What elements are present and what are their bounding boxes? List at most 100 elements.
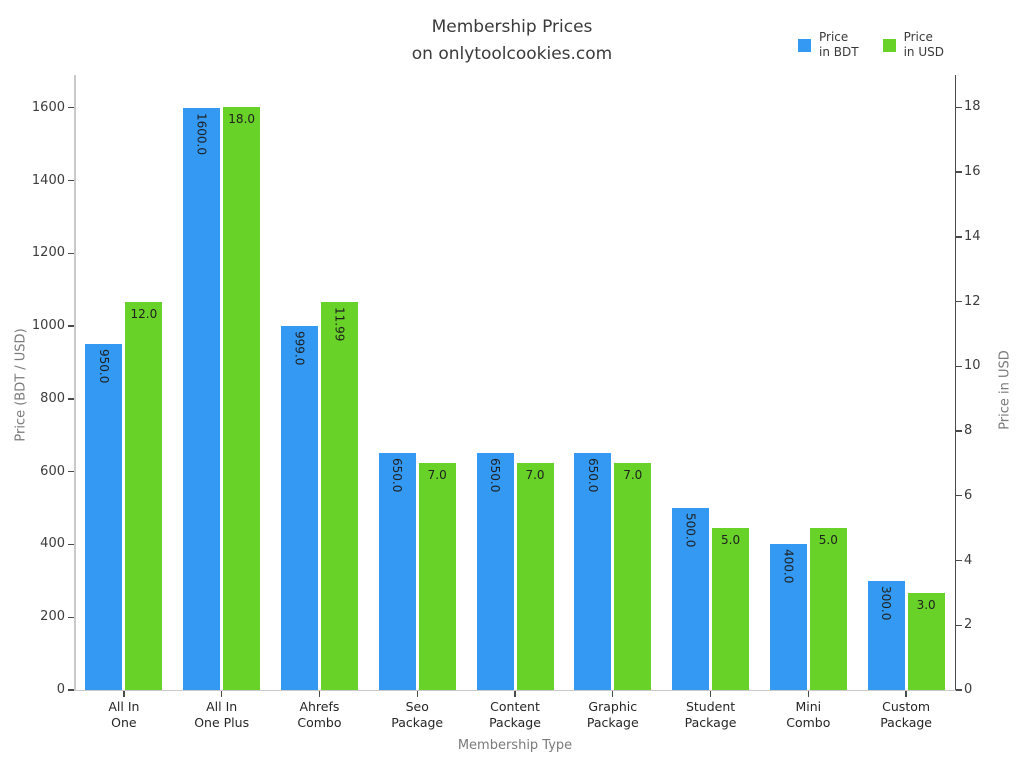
bar-usd-2: 11.99 xyxy=(320,301,358,690)
legend: Price in BDT Price in USD xyxy=(798,30,944,60)
y-tick-label-left: 200 xyxy=(40,609,65,625)
bar-bdt-3: 650.0 xyxy=(378,453,416,690)
y-axis-label-right: Price in USD xyxy=(997,350,1013,430)
y-tick-right xyxy=(956,559,962,562)
y-tick-right xyxy=(956,624,962,626)
x-tick xyxy=(612,691,614,697)
x-category-label: Student Package xyxy=(684,699,737,730)
bar-bdt-5: 650.0 xyxy=(574,453,612,690)
y-tick-label-right: 4 xyxy=(964,552,973,568)
y-tick-label-right: 12 xyxy=(964,293,981,309)
y-tick-right xyxy=(956,689,962,691)
bar-value-label: 950.0 xyxy=(96,349,111,384)
bar-bdt-6: 500.0 xyxy=(672,508,710,690)
y-tick-label-right: 14 xyxy=(964,228,981,244)
bar-value-label: 7.0 xyxy=(525,468,545,483)
bar-bdt-2: 999.0 xyxy=(280,326,318,690)
x-axis-label: Membership Type xyxy=(457,738,573,753)
y-tick-right xyxy=(956,236,962,238)
y-tick-label-right: 8 xyxy=(964,423,973,439)
y-tick-right xyxy=(956,300,962,303)
bar-usd-4: 7.0 xyxy=(516,463,554,690)
y-axis-label-left: Price (BDT / USD) xyxy=(13,328,29,442)
x-tick xyxy=(220,691,223,697)
legend-swatch-usd xyxy=(882,38,896,52)
y-axis-right-spine xyxy=(954,75,956,690)
y-tick-left xyxy=(68,325,74,327)
bar-bdt-7: 400.0 xyxy=(769,544,807,690)
bar-bdt-8: 300.0 xyxy=(867,580,905,690)
x-category-label: Custom Package xyxy=(880,699,933,730)
legend-entry-usd: Price in USD xyxy=(882,30,944,60)
bar-value-label: 7.0 xyxy=(427,468,447,483)
y-tick-left xyxy=(68,470,74,473)
plot-area: 0 200 400 600 800 1000 1200 1400 1600 0 2 4 6 8 10 12 14… xyxy=(32,75,981,730)
chart-title-line2: on onlytoolcookies.com xyxy=(411,44,613,64)
bar-value-label: 500.0 xyxy=(683,513,698,548)
y-tick-left xyxy=(68,616,74,618)
bar-value-label: 12.0 xyxy=(130,306,158,321)
y-tick-right xyxy=(956,171,962,173)
bar-bdt-4: 650.0 xyxy=(476,453,514,690)
y-tick-label-left: 400 xyxy=(40,536,65,552)
bar-usd-6: 5.0 xyxy=(712,528,750,690)
x-category-label: All In One xyxy=(108,699,140,730)
bar-value-label: 11.99 xyxy=(332,306,347,342)
bar-value-label: 1600.0 xyxy=(194,112,209,155)
y-tick-label-right: 10 xyxy=(964,358,981,374)
y-tick-left xyxy=(68,689,74,691)
chart-title: Membership Prices on onlytoolcookies.com xyxy=(0,14,1024,68)
x-category-label: All In One Plus xyxy=(194,699,250,730)
x-tick xyxy=(514,691,516,697)
x-tick xyxy=(905,691,907,697)
y-tick-label-right: 16 xyxy=(964,164,981,180)
bar-value-label: 3.0 xyxy=(916,597,936,612)
x-tick xyxy=(709,691,712,697)
y-tick-label-right: 18 xyxy=(964,99,981,115)
bar-value-label: 650.0 xyxy=(390,458,405,493)
y-tick-left xyxy=(68,107,74,109)
x-category-label: Seo Package xyxy=(391,699,444,730)
bar-value-label: 5.0 xyxy=(721,533,741,548)
legend-label: Price in USD xyxy=(903,30,944,59)
bar-value-label: 18.0 xyxy=(228,112,256,127)
x-category-label: Mini Combo xyxy=(786,699,831,730)
y-tick-left xyxy=(68,179,74,182)
bar-value-label: 7.0 xyxy=(623,468,643,483)
y-tick-label-right: 0 xyxy=(964,682,973,697)
y-tick-right xyxy=(956,365,962,367)
bar-usd-8: 3.0 xyxy=(907,592,945,690)
y-tick-label-left: 1200 xyxy=(31,245,65,261)
legend-entry-bdt: Price in BDT xyxy=(798,30,859,60)
bar-value-label: 650.0 xyxy=(585,458,600,493)
y-tick-left xyxy=(68,398,74,400)
bar-usd-3: 7.0 xyxy=(418,463,456,690)
bar-usd-7: 5.0 xyxy=(809,528,847,690)
y-tick-label-right: 6 xyxy=(964,487,973,503)
y-tick-left xyxy=(68,543,74,546)
x-category-label: Ahrefs Combo xyxy=(297,699,342,730)
bar-bdt-1: 1600.0 xyxy=(183,107,221,690)
y-tick-right xyxy=(956,106,962,109)
x-axis-spine xyxy=(74,689,956,691)
bar-value-label: 650.0 xyxy=(488,458,502,493)
y-tick-right xyxy=(956,495,962,497)
y-tick-label-left: 1400 xyxy=(31,172,65,188)
x-category-label: Graphic Package xyxy=(586,699,639,730)
y-tick-left xyxy=(68,252,74,254)
x-tick xyxy=(416,691,418,697)
y-tick-label-left: 0 xyxy=(56,682,65,697)
bar-value-label: 300.0 xyxy=(879,585,894,621)
y-tick-label-left: 1600 xyxy=(31,99,65,115)
chart-title-line1: Membership Prices xyxy=(431,17,593,37)
legend-label: Price in BDT xyxy=(819,30,859,59)
bar-value-label: 400.0 xyxy=(781,549,796,584)
y-tick-label-right: 2 xyxy=(964,617,973,633)
legend-swatch-bdt xyxy=(798,38,811,52)
x-tick xyxy=(807,691,810,697)
bar-value-label: 5.0 xyxy=(818,533,838,548)
y-tick-right xyxy=(956,430,962,432)
bar-usd-0: 12.0 xyxy=(125,301,163,690)
x-tick xyxy=(318,691,321,697)
